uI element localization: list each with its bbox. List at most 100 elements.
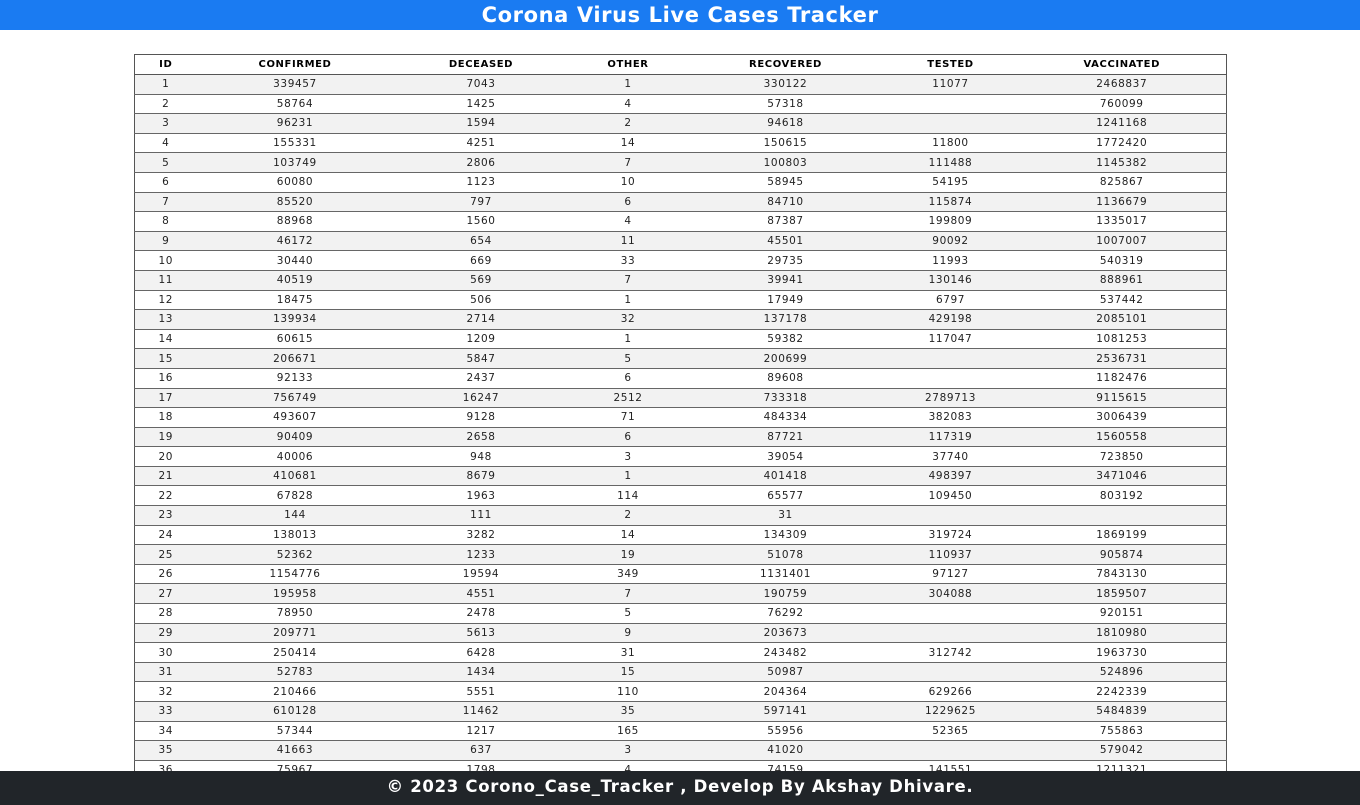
deceased-cell: 2714 <box>393 309 569 330</box>
recovered-cell: 597141 <box>687 701 884 722</box>
recovered-cell: 401418 <box>687 466 884 486</box>
deceased-cell: 8679 <box>393 466 569 486</box>
other-cell: 15 <box>568 662 688 682</box>
table-row: 25 52362 1233 19 51078 110937 905874 <box>134 544 1227 565</box>
vaccinated-cell: 2536731 <box>1017 348 1227 369</box>
deceased-cell: 4551 <box>393 583 569 604</box>
column-header-vaccinated: VACCINATED <box>1017 54 1227 75</box>
tested-cell <box>883 368 1018 388</box>
vaccinated-cell: 1859507 <box>1017 583 1227 604</box>
deceased-cell: 111 <box>393 505 569 526</box>
id-cell: 32 <box>134 681 197 702</box>
other-cell: 1 <box>568 329 688 349</box>
id-cell: 20 <box>134 446 197 467</box>
table-row: 19 90409 2658 6 87721 117319 1560558 <box>134 427 1227 447</box>
deceased-cell: 2478 <box>393 603 569 624</box>
id-cell: 17 <box>134 388 197 408</box>
confirmed-cell: 144 <box>196 505 394 526</box>
id-cell: 4 <box>134 133 197 153</box>
tested-cell: 1229625 <box>883 701 1018 722</box>
id-cell: 19 <box>134 427 197 447</box>
tested-cell: 117047 <box>883 329 1018 349</box>
deceased-cell: 9128 <box>393 407 569 428</box>
recovered-cell: 55956 <box>687 721 884 741</box>
recovered-cell: 243482 <box>687 642 884 663</box>
recovered-cell: 87387 <box>687 211 884 232</box>
deceased-cell: 1963 <box>393 485 569 506</box>
confirmed-cell: 30440 <box>196 250 394 271</box>
page-footer: © 2023 Corono_Case_Tracker , Develop By … <box>0 771 1360 805</box>
id-cell: 30 <box>134 642 197 663</box>
id-cell: 26 <box>134 564 197 584</box>
id-cell: 9 <box>134 231 197 251</box>
table-row: 33 610128 11462 35 597141 1229625 5484839 <box>134 701 1227 722</box>
tested-cell: 97127 <box>883 564 1018 584</box>
confirmed-cell: 209771 <box>196 623 394 643</box>
tested-cell: 11077 <box>883 74 1018 95</box>
recovered-cell: 733318 <box>687 388 884 408</box>
other-cell: 7 <box>568 152 688 173</box>
vaccinated-cell: 1081253 <box>1017 329 1227 349</box>
id-cell: 6 <box>134 172 197 193</box>
recovered-cell: 39941 <box>687 270 884 291</box>
confirmed-cell: 78950 <box>196 603 394 624</box>
vaccinated-cell: 1560558 <box>1017 427 1227 447</box>
tested-cell: 2789713 <box>883 388 1018 408</box>
confirmed-cell: 155331 <box>196 133 394 153</box>
other-cell: 7 <box>568 583 688 604</box>
vaccinated-cell: 1335017 <box>1017 211 1227 232</box>
other-cell: 3 <box>568 740 688 761</box>
recovered-cell: 190759 <box>687 583 884 604</box>
confirmed-cell: 40006 <box>196 446 394 467</box>
vaccinated-cell: 7843130 <box>1017 564 1227 584</box>
tested-cell: 111488 <box>883 152 1018 173</box>
other-cell: 4 <box>568 94 688 114</box>
deceased-cell: 654 <box>393 231 569 251</box>
table-row: 24 138013 3282 14 134309 319724 1869199 <box>134 525 1227 545</box>
recovered-cell: 58945 <box>687 172 884 193</box>
cases-table-container: ID CONFIRMED DECEASED OTHER RECOVERED TE… <box>134 54 1227 781</box>
other-cell: 6 <box>568 368 688 388</box>
vaccinated-cell: 1136679 <box>1017 192 1227 212</box>
recovered-cell: 39054 <box>687 446 884 467</box>
vaccinated-cell <box>1017 505 1227 526</box>
deceased-cell: 11462 <box>393 701 569 722</box>
id-cell: 31 <box>134 662 197 682</box>
other-cell: 31 <box>568 642 688 663</box>
other-cell: 9 <box>568 623 688 643</box>
confirmed-cell: 493607 <box>196 407 394 428</box>
recovered-cell: 50987 <box>687 662 884 682</box>
confirmed-cell: 195958 <box>196 583 394 604</box>
column-header-id: ID <box>134 54 197 75</box>
id-cell: 8 <box>134 211 197 232</box>
vaccinated-cell: 905874 <box>1017 544 1227 565</box>
id-cell: 24 <box>134 525 197 545</box>
confirmed-cell: 210466 <box>196 681 394 702</box>
vaccinated-cell: 755863 <box>1017 721 1227 741</box>
recovered-cell: 87721 <box>687 427 884 447</box>
vaccinated-cell: 1007007 <box>1017 231 1227 251</box>
vaccinated-cell: 1241168 <box>1017 113 1227 134</box>
confirmed-cell: 60615 <box>196 329 394 349</box>
table-row: 7 85520 797 6 84710 115874 1136679 <box>134 192 1227 212</box>
other-cell: 7 <box>568 270 688 291</box>
deceased-cell: 7043 <box>393 74 569 95</box>
recovered-cell: 17949 <box>687 290 884 310</box>
tested-cell: 37740 <box>883 446 1018 467</box>
other-cell: 4 <box>568 211 688 232</box>
confirmed-cell: 206671 <box>196 348 394 369</box>
table-row: 18 493607 9128 71 484334 382083 3006439 <box>134 407 1227 428</box>
recovered-cell: 203673 <box>687 623 884 643</box>
deceased-cell: 1209 <box>393 329 569 349</box>
other-cell: 19 <box>568 544 688 565</box>
column-header-recovered: RECOVERED <box>687 54 884 75</box>
id-cell: 18 <box>134 407 197 428</box>
deceased-cell: 2806 <box>393 152 569 173</box>
table-row: 34 57344 1217 165 55956 52365 755863 <box>134 721 1227 741</box>
id-cell: 11 <box>134 270 197 291</box>
page-title: Corona Virus Live Cases Tracker <box>481 3 879 27</box>
tested-cell: 199809 <box>883 211 1018 232</box>
vaccinated-cell: 1963730 <box>1017 642 1227 663</box>
table-row: 23 144 111 2 31 <box>134 505 1227 526</box>
vaccinated-cell: 1182476 <box>1017 368 1227 388</box>
